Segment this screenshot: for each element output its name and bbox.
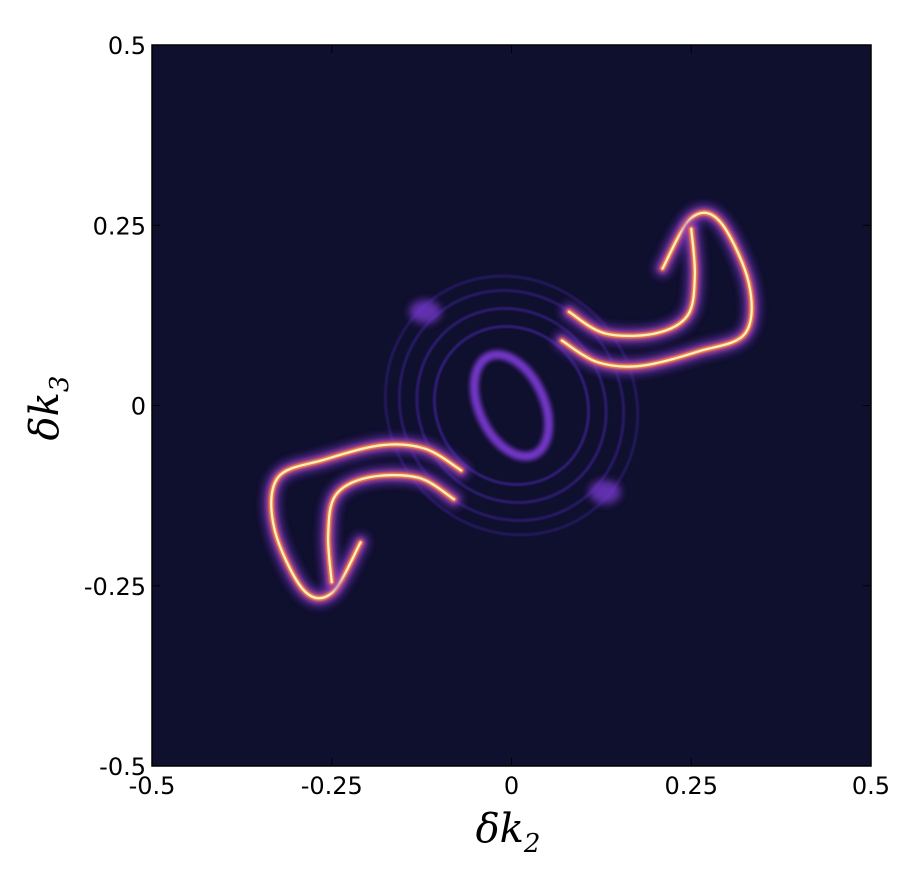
y-tick-label: 0 [131, 393, 146, 421]
concentric-ring [397, 289, 626, 522]
y-tick-label: -0.5 [99, 753, 146, 781]
y-tick-label: 0.25 [93, 212, 146, 240]
side-blob [409, 299, 442, 324]
arm-upper-right-core [567, 227, 696, 337]
x-tick-label: 0 [504, 772, 519, 800]
x-tick-label: -0.5 [129, 772, 176, 800]
x-tick-label: 0.25 [665, 772, 718, 800]
arm-upper-right-core [560, 211, 753, 368]
arm-lower-left-core [327, 474, 456, 584]
y-tick-label: -0.25 [84, 573, 146, 601]
x-tick-label: -0.25 [301, 772, 363, 800]
side-blob [588, 480, 621, 505]
concentric-ring [432, 324, 591, 487]
y-tick-label: 0.5 [108, 32, 146, 60]
x-axis-label: δk2 [476, 806, 541, 859]
x-tick-label: 0.5 [852, 772, 890, 800]
arm-lower-left-core [270, 443, 463, 600]
y-axis-label: δk3 [22, 376, 75, 441]
y-axis-ticks: -0.5 -0.25 0 0.25 0.5 [84, 32, 871, 781]
plot-area [152, 45, 871, 766]
central-ring [469, 350, 554, 461]
heatmap-features [262, 203, 761, 608]
x-axis-ticks: -0.5 -0.25 0 0.25 0.5 [129, 45, 890, 800]
